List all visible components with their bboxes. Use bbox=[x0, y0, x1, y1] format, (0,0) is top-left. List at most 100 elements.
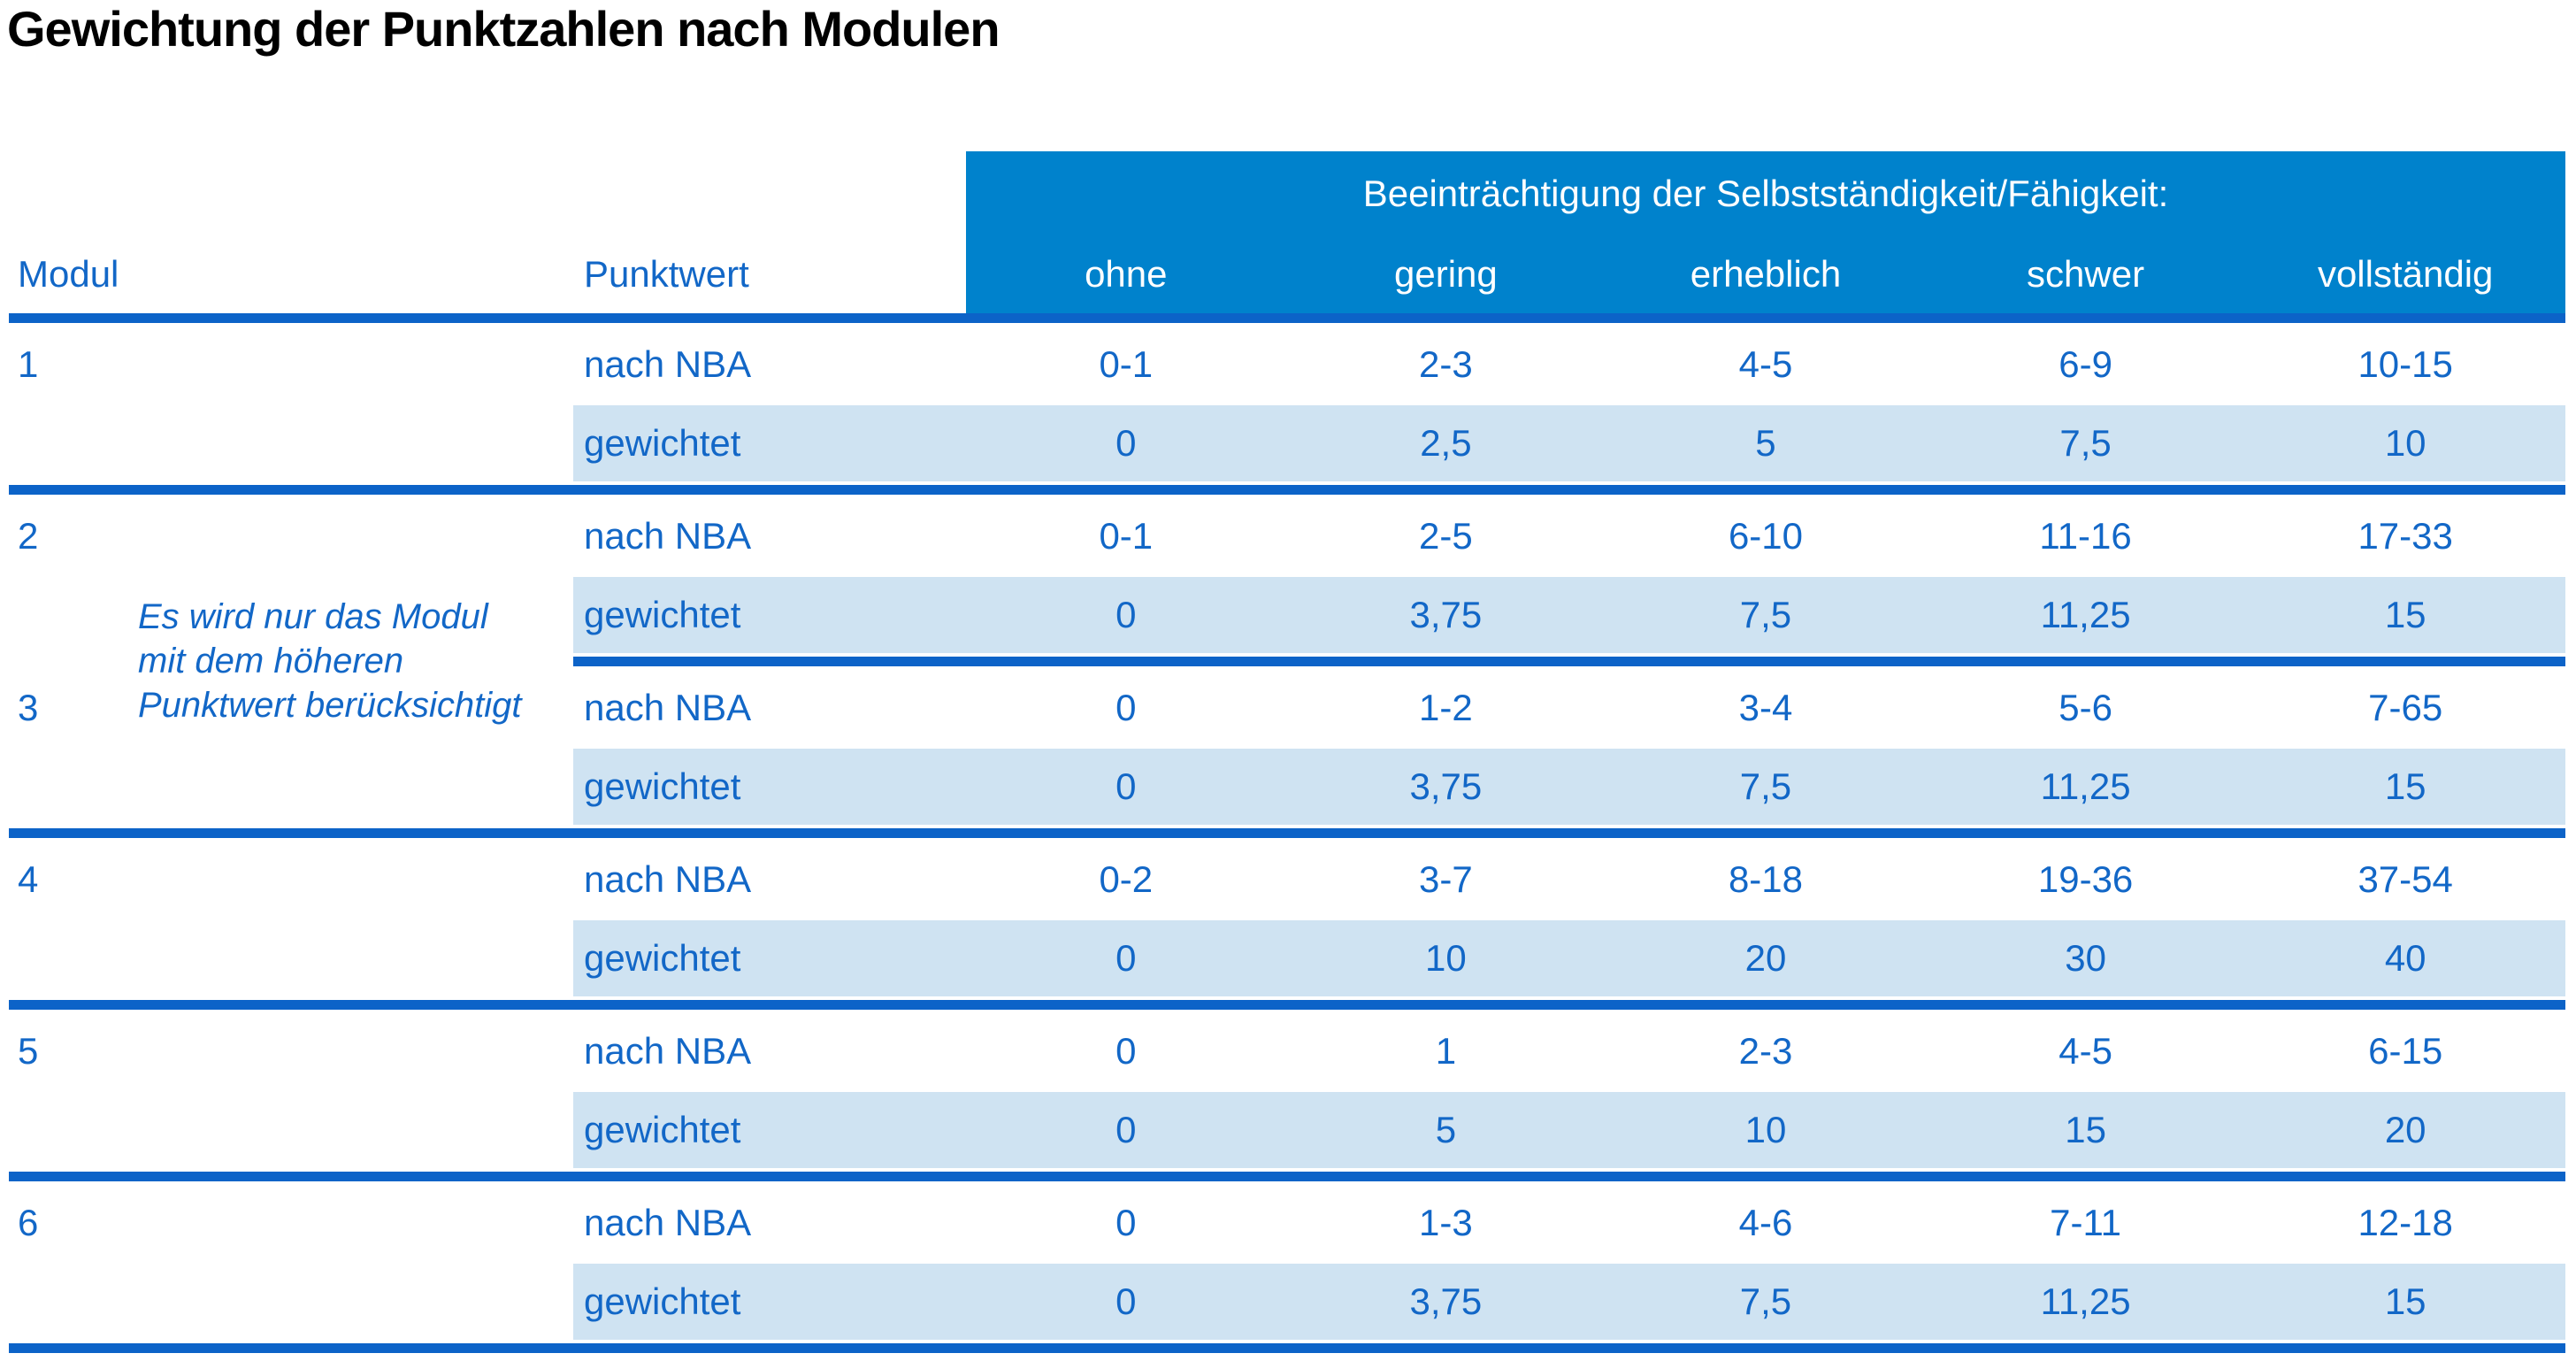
value-cell: 15 bbox=[2384, 594, 2426, 635]
value-cell: 0 bbox=[1116, 686, 1137, 728]
value-cell: 5 bbox=[1755, 422, 1776, 464]
divider bbox=[9, 828, 2565, 838]
table-row-module1-nba: 1 nach NBA 0-1 2-3 4-5 6-9 10-15 bbox=[9, 323, 2565, 405]
value-cell: 0 bbox=[1116, 1280, 1137, 1322]
value-cell: 7,5 bbox=[1739, 594, 1792, 635]
module-number-empty bbox=[9, 405, 573, 481]
module-number: 5 bbox=[18, 1029, 39, 1072]
table-header: Beeinträchtigung der Selbstständigkeit/F… bbox=[9, 151, 2565, 313]
row-label-nba: nach NBA bbox=[584, 1201, 752, 1243]
col-header-gering: gering bbox=[1394, 253, 1498, 295]
value-cell: 10-15 bbox=[2358, 342, 2453, 385]
divider bbox=[9, 1343, 2565, 1353]
module-number-empty bbox=[9, 749, 573, 825]
value-cell: 30 bbox=[2065, 937, 2106, 979]
value-cell: 4-5 bbox=[1738, 342, 1793, 385]
divider-partial bbox=[573, 657, 2565, 666]
divider bbox=[9, 1000, 2565, 1010]
column-header-row: Modul Punktwert ohne gering erheblich sc… bbox=[9, 235, 2565, 313]
value-cell: 7-65 bbox=[2368, 686, 2443, 728]
module-note-line: Es wird nur das Modul bbox=[138, 597, 488, 636]
module-number-empty bbox=[9, 1264, 573, 1340]
value-cell: 3,75 bbox=[1409, 594, 1483, 635]
value-cell: 7,5 bbox=[1739, 765, 1792, 807]
value-cell: 3-7 bbox=[1419, 857, 1473, 900]
table-row-module2-nba: 2 nach NBA 0-1 2-5 6-10 11-16 17-33 bbox=[9, 495, 2565, 577]
divider bbox=[9, 485, 2565, 495]
col-header-erheblich: erheblich bbox=[1690, 253, 1842, 295]
value-cell: 15 bbox=[2384, 765, 2426, 807]
value-cell: 6-15 bbox=[2368, 1029, 2443, 1072]
value-cell: 2,5 bbox=[1420, 422, 1472, 464]
value-cell: 2-3 bbox=[1419, 342, 1473, 385]
value-cell: 15 bbox=[2065, 1109, 2106, 1150]
value-cell: 12-18 bbox=[2358, 1201, 2453, 1243]
table-row-module1-weighted: gewichtet 0 2,5 5 7,5 10 bbox=[9, 405, 2565, 481]
row-label-weighted: gewichtet bbox=[584, 937, 741, 979]
value-cell: 0 bbox=[1116, 594, 1137, 635]
table-row-module3-nba: 3 nach NBA 0 1-2 3-4 5-6 7-65 bbox=[9, 666, 2565, 749]
value-cell: 7,5 bbox=[2059, 422, 2112, 464]
value-cell: 5 bbox=[1435, 1109, 1457, 1150]
row-label-weighted: gewichtet bbox=[584, 594, 741, 635]
divider bbox=[9, 1172, 2565, 1181]
module-number-empty bbox=[9, 1092, 573, 1168]
module-number: 4 bbox=[18, 857, 39, 900]
value-cell: 0 bbox=[1116, 1109, 1137, 1150]
row-label-weighted: gewichtet bbox=[584, 765, 741, 807]
value-cell: 0-1 bbox=[1099, 342, 1154, 385]
value-cell: 6-10 bbox=[1728, 514, 1804, 557]
row-label-nba: nach NBA bbox=[584, 686, 752, 728]
table-row-module4-weighted: gewichtet 0 10 20 30 40 bbox=[9, 920, 2565, 996]
row-label-weighted: gewichtet bbox=[584, 422, 741, 464]
value-cell: 0 bbox=[1116, 765, 1137, 807]
module-number: 3 bbox=[18, 686, 39, 728]
value-cell: 0-1 bbox=[1099, 514, 1154, 557]
value-cell: 11,25 bbox=[2040, 1280, 2131, 1322]
module-number-empty bbox=[9, 920, 573, 996]
table-row-module6-nba: 6 nach NBA 0 1-3 4-6 7-11 12-18 bbox=[9, 1181, 2565, 1264]
col-header-schwer: schwer bbox=[2027, 253, 2145, 295]
impairment-group-header: Beeinträchtigung der Selbstständigkeit/F… bbox=[1362, 172, 2169, 214]
value-cell: 20 bbox=[2384, 1109, 2426, 1150]
value-cell: 6-9 bbox=[2058, 342, 2112, 385]
value-cell: 15 bbox=[2384, 1280, 2426, 1322]
table-row-module4-nba: 4 nach NBA 0-2 3-7 8-18 19-36 37-54 bbox=[9, 838, 2565, 920]
value-cell: 10 bbox=[1425, 937, 1467, 979]
value-cell: 17-33 bbox=[2358, 514, 2453, 557]
value-cell: 1-3 bbox=[1419, 1201, 1473, 1243]
value-cell: 4-6 bbox=[1738, 1201, 1793, 1243]
value-cell: 3-4 bbox=[1738, 686, 1793, 728]
col-header-ohne: ohne bbox=[1085, 253, 1168, 295]
table-row-module2-weighted: gewichtet 0 3,75 7,5 11,25 15 bbox=[9, 577, 2565, 653]
value-cell: 8-18 bbox=[1728, 857, 1804, 900]
value-cell: 5-6 bbox=[2058, 686, 2112, 728]
value-cell: 0 bbox=[1116, 1201, 1137, 1243]
value-cell: 0 bbox=[1116, 937, 1137, 979]
row-label-weighted: gewichtet bbox=[584, 1280, 741, 1322]
value-cell: 11,25 bbox=[2040, 765, 2131, 807]
value-cell: 7-11 bbox=[2050, 1201, 2122, 1243]
value-cell: 2-5 bbox=[1419, 514, 1473, 557]
row-label-nba: nach NBA bbox=[584, 1029, 752, 1072]
value-cell: 0-2 bbox=[1099, 857, 1154, 900]
page-title: Gewichtung der Punktzahlen nach Modulen bbox=[7, 1, 1000, 57]
value-cell: 1 bbox=[1435, 1029, 1457, 1072]
value-cell: 0 bbox=[1116, 1029, 1137, 1072]
value-cell: 19-36 bbox=[2037, 857, 2134, 900]
value-cell: 40 bbox=[2384, 937, 2426, 979]
value-cell: 2-3 bbox=[1738, 1029, 1793, 1072]
value-cell: 37-54 bbox=[2358, 857, 2453, 900]
table-row-module3-weighted: gewichtet 0 3,75 7,5 11,25 15 bbox=[9, 749, 2565, 825]
module-number: 2 bbox=[18, 514, 39, 557]
impairment-header-block bbox=[966, 151, 2565, 313]
row-label-nba: nach NBA bbox=[584, 342, 752, 385]
module-note-line: Punktwert berücksichtigt bbox=[138, 686, 522, 725]
module-note-line: mit dem höheren bbox=[138, 642, 404, 680]
value-cell: 3,75 bbox=[1409, 765, 1483, 807]
table-row-module6-weighted: gewichtet 0 3,75 7,5 11,25 15 bbox=[9, 1264, 2565, 1340]
module-note: Es wird nur das Modul mit dem höheren Pu… bbox=[138, 595, 522, 727]
table-row-module5-weighted: gewichtet 0 5 10 15 20 bbox=[9, 1092, 2565, 1168]
value-cell: 10 bbox=[2384, 422, 2426, 464]
value-cell: 11-16 bbox=[2039, 514, 2132, 557]
